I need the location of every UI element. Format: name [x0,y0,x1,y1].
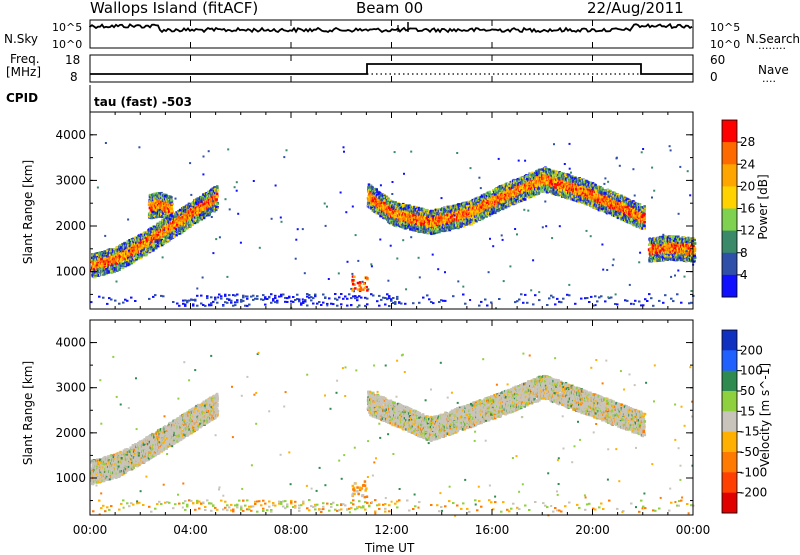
echo-pixel [215,198,218,201]
echo-pixel [171,215,174,218]
echo-pixel [170,199,173,202]
freq-series [90,64,693,74]
echo-pixel [171,203,174,206]
power-echoes [90,142,697,309]
echo-pixel [217,189,220,192]
echo-pixel [216,196,219,199]
echo-pixel [171,208,174,211]
echo-pixel [392,201,395,204]
echo-pixel [216,203,219,206]
echo-pixel [146,253,149,256]
echo-pixel [169,218,172,221]
echo-pixel [387,212,390,215]
echo-pixel [170,210,173,213]
echo-pixel [443,208,446,211]
echo-pixel [160,237,163,240]
echo-pixel [216,193,219,196]
echo-pixel [170,196,173,199]
echo-pixel [376,188,379,191]
echo-pixel [387,198,390,201]
echo-pixel [215,206,218,209]
